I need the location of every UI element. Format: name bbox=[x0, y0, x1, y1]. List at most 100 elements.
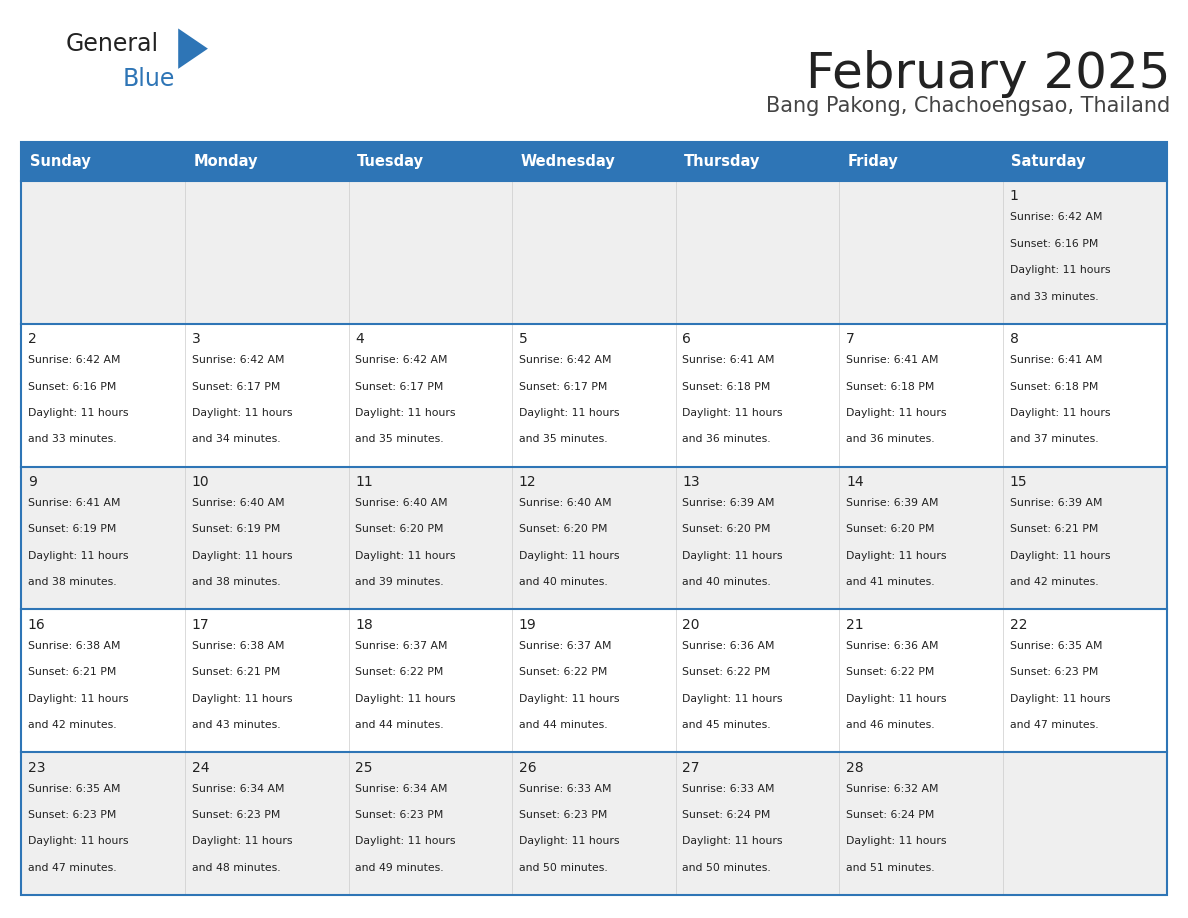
Text: Sunset: 6:17 PM: Sunset: 6:17 PM bbox=[519, 382, 607, 392]
Text: Sunset: 6:20 PM: Sunset: 6:20 PM bbox=[682, 524, 771, 534]
Text: 17: 17 bbox=[191, 618, 209, 632]
Text: Daylight: 11 hours: Daylight: 11 hours bbox=[191, 836, 292, 846]
Text: Sunrise: 6:41 AM: Sunrise: 6:41 AM bbox=[29, 498, 120, 508]
Text: 1: 1 bbox=[1010, 189, 1018, 204]
Text: and 42 minutes.: and 42 minutes. bbox=[29, 720, 116, 730]
Text: and 37 minutes.: and 37 minutes. bbox=[1010, 434, 1098, 444]
Polygon shape bbox=[178, 28, 208, 69]
Text: 4: 4 bbox=[355, 332, 364, 346]
Text: Daylight: 11 hours: Daylight: 11 hours bbox=[1010, 551, 1110, 561]
Text: Sunrise: 6:37 AM: Sunrise: 6:37 AM bbox=[519, 641, 612, 651]
Text: Sunrise: 6:35 AM: Sunrise: 6:35 AM bbox=[29, 784, 120, 794]
Text: Sunrise: 6:32 AM: Sunrise: 6:32 AM bbox=[846, 784, 939, 794]
Text: and 44 minutes.: and 44 minutes. bbox=[355, 720, 444, 730]
Text: Sunrise: 6:42 AM: Sunrise: 6:42 AM bbox=[29, 355, 120, 365]
Bar bbox=[21, 181, 1167, 324]
Text: 5: 5 bbox=[519, 332, 527, 346]
Text: Daylight: 11 hours: Daylight: 11 hours bbox=[191, 694, 292, 703]
Text: Sunday: Sunday bbox=[30, 154, 90, 169]
Bar bbox=[348, 142, 512, 181]
Text: Saturday: Saturday bbox=[1011, 154, 1086, 169]
Text: Sunset: 6:22 PM: Sunset: 6:22 PM bbox=[355, 667, 443, 677]
Text: Sunrise: 6:38 AM: Sunrise: 6:38 AM bbox=[29, 641, 120, 651]
Text: Sunset: 6:22 PM: Sunset: 6:22 PM bbox=[682, 667, 771, 677]
Text: Daylight: 11 hours: Daylight: 11 hours bbox=[846, 836, 947, 846]
Bar bbox=[21, 142, 1167, 895]
Bar bbox=[840, 142, 1003, 181]
Text: Daylight: 11 hours: Daylight: 11 hours bbox=[355, 836, 456, 846]
Text: and 33 minutes.: and 33 minutes. bbox=[29, 434, 116, 444]
Text: and 40 minutes.: and 40 minutes. bbox=[519, 577, 607, 588]
Text: 23: 23 bbox=[29, 761, 45, 775]
Text: Sunrise: 6:42 AM: Sunrise: 6:42 AM bbox=[191, 355, 284, 365]
Text: 3: 3 bbox=[191, 332, 201, 346]
Text: Sunset: 6:19 PM: Sunset: 6:19 PM bbox=[29, 524, 116, 534]
Text: Daylight: 11 hours: Daylight: 11 hours bbox=[29, 836, 128, 846]
Text: Friday: Friday bbox=[847, 154, 898, 169]
Text: and 35 minutes.: and 35 minutes. bbox=[355, 434, 444, 444]
Text: 12: 12 bbox=[519, 476, 536, 489]
Text: Sunrise: 6:41 AM: Sunrise: 6:41 AM bbox=[1010, 355, 1102, 365]
Text: Daylight: 11 hours: Daylight: 11 hours bbox=[29, 408, 128, 418]
Text: 21: 21 bbox=[846, 618, 864, 632]
Text: Daylight: 11 hours: Daylight: 11 hours bbox=[1010, 694, 1110, 703]
Text: 9: 9 bbox=[29, 476, 37, 489]
Text: 20: 20 bbox=[682, 618, 700, 632]
Bar bbox=[21, 466, 1167, 610]
Text: Daylight: 11 hours: Daylight: 11 hours bbox=[1010, 408, 1110, 418]
Text: Sunset: 6:23 PM: Sunset: 6:23 PM bbox=[29, 810, 116, 820]
Text: Sunset: 6:24 PM: Sunset: 6:24 PM bbox=[846, 810, 934, 820]
Text: Sunrise: 6:39 AM: Sunrise: 6:39 AM bbox=[1010, 498, 1102, 508]
Text: Sunset: 6:17 PM: Sunset: 6:17 PM bbox=[191, 382, 280, 392]
Text: Sunrise: 6:40 AM: Sunrise: 6:40 AM bbox=[355, 498, 448, 508]
Text: Sunrise: 6:33 AM: Sunrise: 6:33 AM bbox=[519, 784, 612, 794]
Text: Sunset: 6:23 PM: Sunset: 6:23 PM bbox=[191, 810, 280, 820]
Text: Sunset: 6:20 PM: Sunset: 6:20 PM bbox=[355, 524, 443, 534]
Text: and 41 minutes.: and 41 minutes. bbox=[846, 577, 935, 588]
Text: Tuesday: Tuesday bbox=[356, 154, 424, 169]
Text: Sunrise: 6:35 AM: Sunrise: 6:35 AM bbox=[1010, 641, 1102, 651]
Text: Sunset: 6:21 PM: Sunset: 6:21 PM bbox=[29, 667, 116, 677]
Text: Sunrise: 6:36 AM: Sunrise: 6:36 AM bbox=[682, 641, 775, 651]
Text: Sunset: 6:23 PM: Sunset: 6:23 PM bbox=[355, 810, 443, 820]
Text: Sunset: 6:18 PM: Sunset: 6:18 PM bbox=[1010, 382, 1098, 392]
Text: Daylight: 11 hours: Daylight: 11 hours bbox=[29, 551, 128, 561]
Bar bbox=[21, 610, 1167, 752]
Bar bbox=[512, 142, 676, 181]
Text: Sunrise: 6:42 AM: Sunrise: 6:42 AM bbox=[1010, 212, 1102, 222]
Text: Sunset: 6:23 PM: Sunset: 6:23 PM bbox=[1010, 667, 1098, 677]
Text: Sunrise: 6:42 AM: Sunrise: 6:42 AM bbox=[355, 355, 448, 365]
Text: Daylight: 11 hours: Daylight: 11 hours bbox=[29, 694, 128, 703]
Text: 24: 24 bbox=[191, 761, 209, 775]
Bar bbox=[676, 142, 840, 181]
Text: and 45 minutes.: and 45 minutes. bbox=[682, 720, 771, 730]
Text: and 48 minutes.: and 48 minutes. bbox=[191, 863, 280, 873]
Text: Sunset: 6:21 PM: Sunset: 6:21 PM bbox=[191, 667, 280, 677]
Text: Bang Pakong, Chachoengsao, Thailand: Bang Pakong, Chachoengsao, Thailand bbox=[766, 96, 1170, 117]
Text: Monday: Monday bbox=[194, 154, 258, 169]
Text: Daylight: 11 hours: Daylight: 11 hours bbox=[355, 408, 456, 418]
Text: and 33 minutes.: and 33 minutes. bbox=[1010, 292, 1098, 301]
Text: Daylight: 11 hours: Daylight: 11 hours bbox=[846, 551, 947, 561]
Text: Sunrise: 6:41 AM: Sunrise: 6:41 AM bbox=[846, 355, 939, 365]
Text: Sunrise: 6:34 AM: Sunrise: 6:34 AM bbox=[191, 784, 284, 794]
Bar bbox=[21, 324, 1167, 466]
Text: Daylight: 11 hours: Daylight: 11 hours bbox=[846, 408, 947, 418]
Text: and 51 minutes.: and 51 minutes. bbox=[846, 863, 935, 873]
Text: Sunrise: 6:37 AM: Sunrise: 6:37 AM bbox=[355, 641, 448, 651]
Text: Sunrise: 6:42 AM: Sunrise: 6:42 AM bbox=[519, 355, 612, 365]
Text: and 49 minutes.: and 49 minutes. bbox=[355, 863, 444, 873]
Text: Daylight: 11 hours: Daylight: 11 hours bbox=[682, 836, 783, 846]
Bar bbox=[21, 142, 185, 181]
Text: Sunrise: 6:38 AM: Sunrise: 6:38 AM bbox=[191, 641, 284, 651]
Text: and 34 minutes.: and 34 minutes. bbox=[191, 434, 280, 444]
Text: Sunrise: 6:41 AM: Sunrise: 6:41 AM bbox=[682, 355, 775, 365]
Text: Daylight: 11 hours: Daylight: 11 hours bbox=[191, 408, 292, 418]
Text: General: General bbox=[65, 32, 158, 56]
Text: 13: 13 bbox=[682, 476, 700, 489]
Text: 6: 6 bbox=[682, 332, 691, 346]
Text: Sunset: 6:20 PM: Sunset: 6:20 PM bbox=[519, 524, 607, 534]
Text: Blue: Blue bbox=[122, 67, 175, 91]
Text: Sunset: 6:21 PM: Sunset: 6:21 PM bbox=[1010, 524, 1098, 534]
Text: 16: 16 bbox=[29, 618, 45, 632]
